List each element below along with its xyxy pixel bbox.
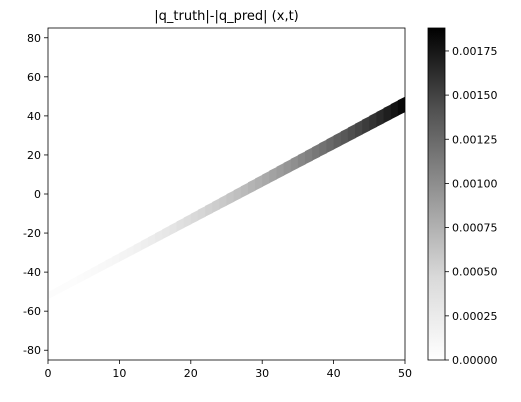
colorbar-tick-label: 0.00125: [452, 133, 498, 146]
x-tick-label: 0: [45, 367, 52, 380]
colorbar-tick-label: 0.00175: [452, 45, 498, 58]
heatmap-cell: [112, 252, 120, 266]
x-tick-label: 50: [398, 367, 412, 380]
colorbar: [427, 27, 446, 361]
heatmap-cell: [190, 209, 199, 225]
y-axis: -80 -60 -40 -20 0 20 40 60 80: [23, 32, 48, 357]
heatmap-cell: [55, 284, 63, 296]
x-tick-label: 20: [184, 367, 198, 380]
y-tick-label: 0: [34, 188, 41, 201]
heatmap-cell: [355, 119, 363, 139]
heatmap-cell: [297, 151, 306, 169]
heatmap-cell: [340, 127, 349, 146]
heatmap-cell: [369, 112, 378, 131]
heatmap-cell: [205, 202, 213, 217]
heatmap-cell: [90, 264, 99, 277]
heatmap-cell: [255, 174, 263, 191]
heatmap-cell: [126, 245, 135, 258]
heatmap-cell: [290, 155, 299, 172]
heatmap-cell: [162, 225, 170, 240]
heatmap-cell: [183, 213, 192, 229]
heatmap-cell: [312, 143, 320, 161]
plot-frame: [47, 27, 406, 361]
heatmap-area: [48, 96, 405, 300]
y-tick-label: 60: [27, 71, 41, 84]
heatmap-cell: [269, 166, 278, 184]
heatmap-cell: [262, 170, 270, 187]
heatmap-cell: [219, 194, 228, 210]
heatmap-cell: [397, 96, 405, 116]
colorbar-tick-label: 0.00100: [452, 177, 498, 190]
heatmap-cell: [326, 135, 335, 154]
heatmap-cell: [347, 123, 356, 142]
heatmap-cell: [212, 198, 220, 214]
colorbar-axis: 0.00000 0.00025 0.00050 0.00075 0.00100 0.001…: [445, 45, 498, 367]
x-axis: 0 10 20 30 40 50: [45, 360, 412, 380]
heatmap-cell: [176, 217, 185, 232]
heatmap-cell: [48, 288, 56, 300]
heatmap-cell: [83, 268, 92, 281]
heatmap-cell: [69, 276, 78, 288]
colorbar-tick-label: 0.00050: [452, 266, 498, 279]
heatmap-cell: [119, 249, 128, 262]
heatmap-cell: [155, 229, 163, 243]
x-tick-label: 10: [112, 367, 126, 380]
heatmap-cell: [240, 182, 249, 199]
heatmap-cell: [383, 104, 392, 124]
y-tick-label: -40: [23, 266, 41, 279]
heatmap-cell: [76, 272, 85, 285]
heatmap-cell: [362, 115, 370, 135]
heatmap-cell: [197, 205, 206, 221]
colorbar-tick-label: 0.00075: [452, 222, 498, 235]
x-tick-label: 30: [255, 367, 269, 380]
heatmap-cell: [283, 159, 292, 176]
heatmap-cell: [376, 108, 385, 127]
heatmap-cell: [233, 186, 242, 202]
colorbar-tick-label: 0.00000: [452, 354, 498, 367]
heatmap-cell: [169, 221, 178, 236]
y-tick-label: -80: [23, 344, 41, 357]
heatmap-cell: [140, 237, 149, 251]
heatmap-cell: [105, 256, 113, 270]
colorbar-tick-label: 0.00025: [452, 310, 498, 323]
y-tick-label: 80: [27, 32, 41, 45]
colorbar-tick-label: 0.00150: [452, 89, 498, 102]
y-tick-label: 40: [27, 110, 41, 123]
heatmap-cell: [147, 233, 156, 247]
y-tick-label: -60: [23, 305, 41, 318]
heatmap-cell: [133, 241, 142, 255]
heatmap-cell: [333, 131, 342, 150]
heatmap-cell: [247, 178, 256, 195]
heatmap-cell: [226, 190, 235, 206]
heatmap-cell: [62, 280, 71, 292]
heatmap-cell: [97, 260, 106, 273]
chart-title: |q_truth|-|q_pred| (x,t): [154, 9, 299, 24]
heatmap-cell: [276, 162, 285, 180]
y-tick-label: -20: [23, 227, 41, 240]
heatmap-cell: [319, 139, 328, 157]
heatmap-cell: [305, 147, 313, 165]
heatmap-cell: [390, 100, 399, 120]
y-tick-label: 20: [27, 149, 41, 162]
x-tick-label: 40: [327, 367, 341, 380]
